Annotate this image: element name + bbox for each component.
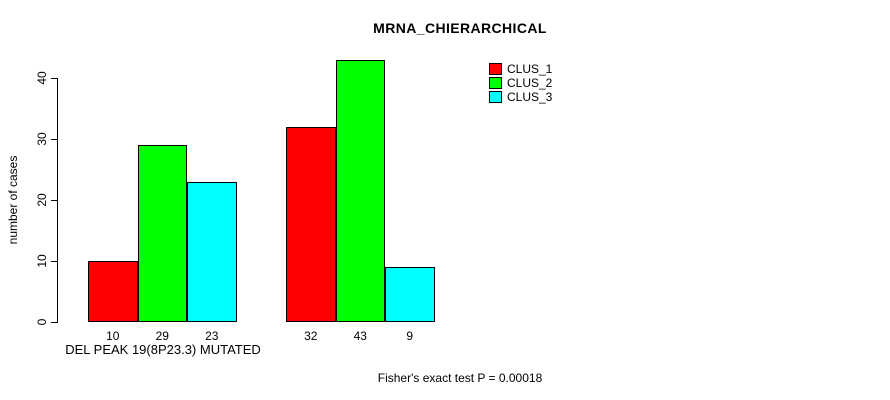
legend-label: CLUS_3 (507, 90, 553, 104)
y-axis-tick-label: 30 (35, 132, 49, 146)
bar-clus_1-group2 (286, 126, 336, 322)
legend: CLUS_1 CLUS_2 CLUS_3 (489, 62, 552, 104)
y-axis-tick-label: 0 (35, 318, 49, 326)
bar-clus_2-group2 (335, 59, 385, 322)
legend-swatch-icon (489, 91, 502, 103)
x-axis-label: DEL PEAK 19(8P23.3) MUTATED (65, 342, 261, 357)
legend-label: CLUS_1 (507, 62, 553, 76)
y-axis-tick-label: 20 (35, 193, 49, 207)
bar-value-label: 32 (304, 329, 318, 343)
legend-row: CLUS_2 (489, 76, 552, 90)
bar-value-label: 43 (353, 329, 367, 343)
legend-swatch-icon (489, 77, 502, 89)
legend-row: CLUS_1 (489, 62, 552, 76)
y-axis-tick-label: 40 (35, 71, 49, 85)
bar-value-label: 29 (155, 329, 169, 343)
y-axis-tick (51, 260, 58, 262)
legend-label: CLUS_2 (507, 76, 553, 90)
bar-value-label: 23 (205, 329, 219, 343)
bar-value-label: 10 (106, 329, 120, 343)
y-axis-line (57, 78, 58, 323)
legend-swatch-icon (489, 63, 502, 75)
legend-row: CLUS_3 (489, 90, 552, 104)
bar-clus_1-group1 (88, 261, 138, 322)
y-axis-tick (51, 321, 58, 323)
fisher-test-annotation: Fisher's exact test P = 0.00018 (377, 371, 543, 385)
chart-title: MRNA_CHIERARCHICAL (373, 20, 547, 36)
y-axis-tick (51, 77, 58, 79)
y-axis-tick-label: 10 (35, 254, 49, 268)
bar-clus_3-group2 (385, 267, 435, 322)
bar-value-label: 9 (406, 329, 414, 343)
bar-clus_2-group1 (137, 145, 187, 322)
y-axis-tick (51, 138, 58, 140)
y-axis-title: number of cases (6, 155, 20, 245)
bar-clus_3-group1 (187, 181, 237, 322)
y-axis-tick (51, 199, 58, 201)
